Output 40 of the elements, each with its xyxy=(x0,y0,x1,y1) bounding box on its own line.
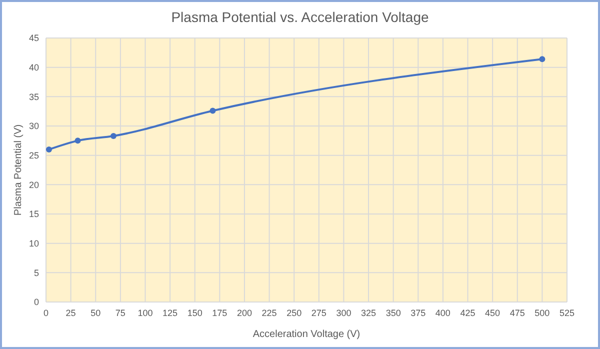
x-tick-label: 400 xyxy=(435,308,450,318)
point xyxy=(110,132,116,139)
y-tick-label: 35 xyxy=(28,92,39,102)
x-tick-label: 200 xyxy=(236,308,252,318)
x-tick-label: 25 xyxy=(66,308,76,318)
y-tick-label: 45 xyxy=(28,33,39,44)
point xyxy=(539,56,546,62)
point xyxy=(46,146,52,152)
point xyxy=(210,108,216,114)
x-tick-label: 475 xyxy=(510,308,525,318)
y-tick-label: 5 xyxy=(34,268,39,278)
point xyxy=(74,138,81,144)
x-tick-label: 175 xyxy=(212,308,228,318)
x-tick-label: 375 xyxy=(410,308,426,318)
y-tick-label: 15 xyxy=(28,209,39,220)
y-tick-label: 20 xyxy=(28,180,39,190)
x-tick-label: 50 xyxy=(90,308,101,318)
chart-title: Plasma Potential vs. Acceleration Voltage xyxy=(171,9,430,25)
x-tick-label: 100 xyxy=(138,308,153,318)
x-axis-title: Acceleration Voltage (V) xyxy=(252,329,360,340)
x-tick-label: 125 xyxy=(162,308,178,318)
y-axis-title: Plasma Potential (V) xyxy=(13,124,24,216)
x-tick-label: 525 xyxy=(559,308,575,318)
x-tick-label: 350 xyxy=(386,308,401,318)
x-tick-label: 0 xyxy=(43,308,49,318)
y-tick-label: 0 xyxy=(34,297,39,308)
y-tick-label: 10 xyxy=(28,238,39,248)
x-tick-label: 450 xyxy=(485,308,500,318)
x-tick-label: 275 xyxy=(311,308,326,318)
x-tick-label: 500 xyxy=(534,308,550,318)
y-tick-label: 30 xyxy=(28,121,39,132)
x-tick-label: 225 xyxy=(262,308,277,318)
x-tick-label: 300 xyxy=(336,308,352,318)
y-tick-label: 40 xyxy=(28,62,39,72)
x-tick-label: 250 xyxy=(286,308,302,318)
x-tick-label: 425 xyxy=(460,308,476,318)
x-tick-label: 150 xyxy=(187,308,202,318)
x-tick-label: 325 xyxy=(361,308,376,318)
y-tick-label: 25 xyxy=(28,150,39,160)
x-tick-label: 75 xyxy=(115,308,126,318)
